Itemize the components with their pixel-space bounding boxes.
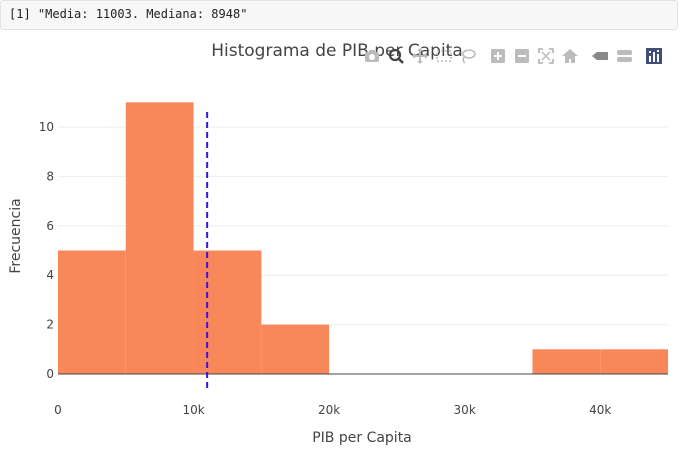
camera-button[interactable] (360, 46, 384, 66)
box-select-icon (436, 50, 452, 62)
autoscale-icon (538, 48, 554, 64)
plotly-logo-button[interactable] (642, 46, 666, 66)
y-tick-label-4: 8 (46, 169, 54, 183)
zoom-in-button[interactable] (486, 46, 510, 66)
y-tick-label-2: 4 (46, 268, 54, 282)
compare-hover-icon (617, 50, 632, 62)
spike-lines-button[interactable] (588, 46, 612, 66)
histogram-bar-3 (261, 324, 330, 374)
chart-area: 0 2 4 6 8 10 0 10k 20k 30k 40k Histograma de PIB p… (0, 32, 691, 450)
y-tick-label-3: 6 (46, 219, 54, 233)
console-output-text: [1] "Media: 11003. Mediana: 8948" (9, 7, 248, 21)
zoom-out-button[interactable] (510, 46, 534, 66)
reset-axes-icon (562, 49, 578, 63)
lasso-button[interactable] (456, 46, 480, 66)
x-axis-title: PIB per Capita (312, 430, 412, 446)
lasso-icon (462, 49, 476, 64)
x-tick-label-2: 20k (318, 403, 340, 417)
y-tick-label-1: 2 (46, 318, 54, 332)
pan-icon (412, 48, 428, 64)
reset-axes-button[interactable] (558, 46, 582, 66)
axis-layer: 0 2 4 6 8 10 0 10k 20k 30k 40k (39, 120, 668, 417)
bars-layer (58, 102, 668, 374)
histogram-bar-1 (125, 102, 194, 374)
zoom-icon (388, 48, 404, 64)
plotly-logo-icon (646, 48, 662, 64)
x-tick-label-1: 10k (182, 403, 204, 417)
y-tick-label-5: 10 (39, 120, 54, 134)
compare-hover-button[interactable] (612, 46, 636, 66)
x-tick-label-0: 0 (54, 403, 62, 417)
zoom-in-icon (491, 49, 505, 63)
zoom-button[interactable] (384, 46, 408, 66)
histogram-bar-8 (600, 349, 668, 374)
spike-lines-icon (592, 52, 608, 60)
box-select-button[interactable] (432, 46, 456, 66)
y-tick-label-0: 0 (46, 367, 54, 381)
zoom-out-icon (515, 49, 529, 63)
histogram-bar-2 (193, 250, 262, 374)
camera-icon (365, 50, 379, 62)
x-tick-label-4: 40k (589, 403, 611, 417)
console-output: [1] "Media: 11003. Mediana: 8948" (0, 0, 678, 30)
autoscale-button[interactable] (534, 46, 558, 66)
modebar (360, 46, 666, 66)
histogram-bar-7 (532, 349, 601, 374)
pan-button[interactable] (408, 46, 432, 66)
x-tick-label-3: 30k (454, 403, 476, 417)
y-axis-title: Frecuencia (8, 198, 24, 273)
histogram-bar-0 (58, 250, 126, 374)
